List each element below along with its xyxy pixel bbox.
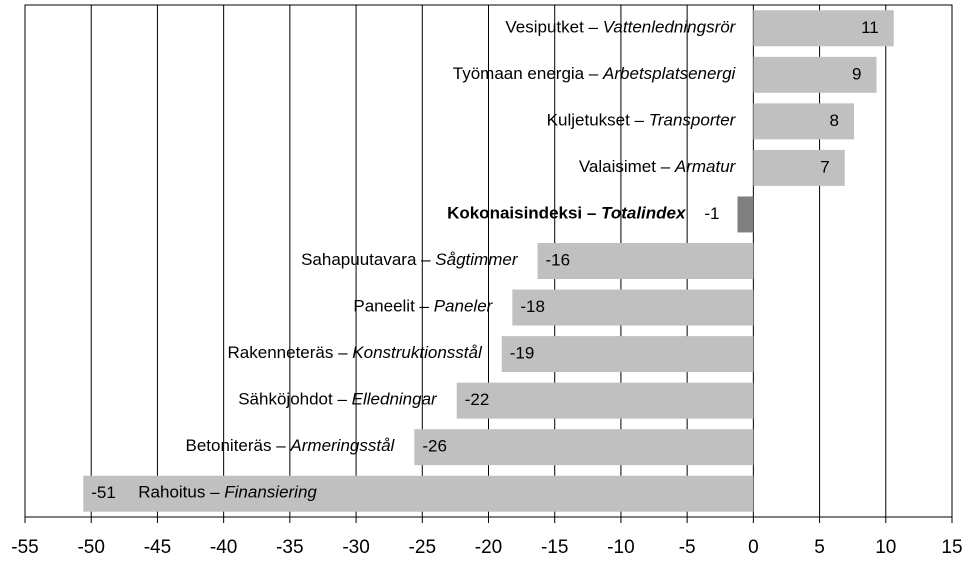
category-label: Sähköjohdot – Elledningar (238, 390, 438, 409)
x-tick-label: -45 (144, 537, 171, 558)
bar (753, 10, 894, 47)
x-tick-label: 0 (748, 537, 759, 558)
category-label: Rakenneteräs – Konstruktionsstål (228, 344, 483, 363)
x-tick-label: -35 (276, 537, 303, 558)
bar (537, 243, 754, 279)
category-label: Työmaan energia – Arbetsplatsenergi (453, 64, 737, 83)
x-tick-label: 15 (941, 537, 962, 558)
bar (512, 289, 754, 326)
x-tick-label: -40 (210, 537, 237, 558)
x-tick-label: 10 (875, 537, 896, 558)
x-tick-label: -10 (607, 537, 634, 558)
category-label: Rahoitus – Finansiering (138, 483, 317, 502)
bar (456, 382, 754, 419)
category-label: Betoniteräs – Armeringsstål (186, 437, 396, 456)
bar (414, 429, 754, 466)
value-label: -16 (545, 250, 570, 269)
bar (83, 475, 754, 512)
value-label: -18 (520, 297, 545, 316)
x-tick-label: -55 (11, 537, 38, 558)
category-label: Kuljetukset – Transporter (547, 111, 737, 130)
value-label: -1 (704, 204, 719, 223)
bar (753, 103, 855, 140)
value-label: 9 (852, 64, 861, 83)
x-tick-label: 5 (814, 537, 825, 558)
bar (737, 196, 754, 233)
bar (501, 336, 754, 373)
value-label: -26 (422, 437, 447, 456)
category-label: Valaisimet – Armatur (579, 157, 737, 176)
x-tick-label: -15 (541, 537, 568, 558)
x-tick-label: -20 (475, 537, 502, 558)
value-label: -51 (91, 483, 116, 502)
value-label: 8 (830, 111, 839, 130)
category-label: Vesiputket – Vattenledningsrör (505, 18, 736, 37)
x-tick-label: -30 (342, 537, 369, 558)
x-tick-label: -5 (679, 537, 696, 558)
category-label: Kokonaisindeksi – Totalindex (447, 204, 687, 223)
bar (753, 149, 845, 186)
value-label: -22 (465, 390, 490, 409)
value-label: 7 (820, 157, 829, 176)
x-tick-label: -25 (409, 537, 436, 558)
category-label: Sahapuutavara – Sågtimmer (301, 250, 519, 269)
value-label: -19 (510, 344, 535, 363)
bar (753, 56, 877, 93)
x-tick-label: -50 (77, 537, 104, 558)
category-label: Paneelit – Paneler (353, 297, 493, 316)
value-label: 11 (861, 18, 879, 37)
plot-border (24, 4, 953, 518)
